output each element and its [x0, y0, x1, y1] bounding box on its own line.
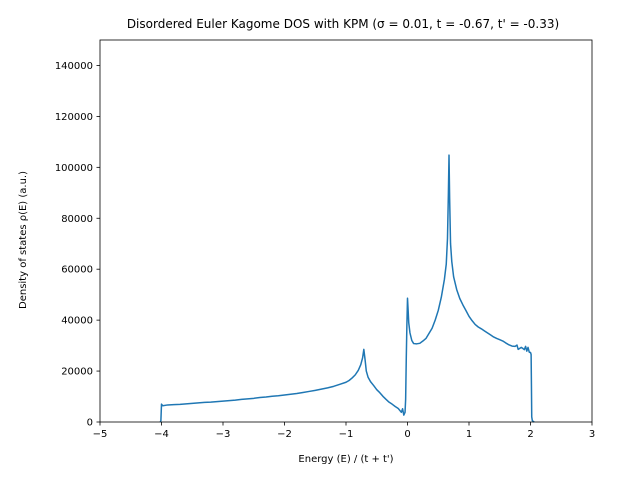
chart-title: Disordered Euler Kagome DOS with KPM (σ … [127, 17, 559, 31]
y-tick-label: 60000 [61, 265, 93, 276]
x-tick-label: −5 [93, 429, 108, 440]
y-tick-label: 80000 [61, 214, 93, 225]
y-tick-label: 20000 [61, 367, 93, 378]
y-tick-label: 0 [87, 418, 93, 429]
x-axis-label: Energy (E) / (t + t') [298, 454, 393, 465]
y-tick-label: 140000 [55, 61, 93, 72]
series-line-0 [159, 154, 535, 423]
x-tick-label: −1 [339, 429, 354, 440]
x-tick-label: −4 [154, 429, 169, 440]
x-axis: −5 −4 −3 −2 −1 0 1 2 3 [93, 422, 595, 440]
x-tick-label: 3 [589, 429, 595, 440]
x-tick-label: −2 [277, 429, 292, 440]
y-axis-label: Density of states ρ(E) (a.u.) [18, 171, 29, 309]
y-tick-label: 100000 [55, 163, 93, 174]
x-tick-label: 2 [527, 429, 533, 440]
x-tick-label: −3 [216, 429, 231, 440]
x-tick-label: 0 [404, 429, 410, 440]
x-tick-label: 1 [466, 429, 472, 440]
y-tick-label: 40000 [61, 316, 93, 327]
y-tick-label: 120000 [55, 112, 93, 123]
y-axis: 0 20000 40000 60000 80000 100000 120000 140000 [55, 61, 100, 429]
